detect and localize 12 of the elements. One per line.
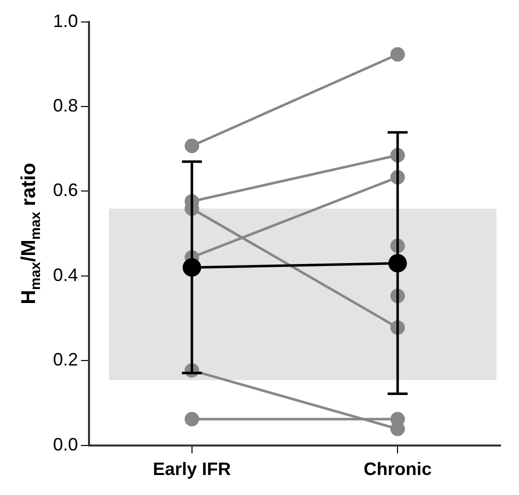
y-axis-title: Hmax/Mmax ratio [18,162,43,304]
y-tick-label: 0.2 [52,350,78,370]
point [184,412,200,426]
point [390,47,405,62]
y-tick-label: 0.6 [52,180,78,200]
y-tick-label: 0.0 [52,434,78,454]
y-tick-label: 0.4 [52,264,78,285]
point [184,138,200,154]
x-tick-label: Early IFR [152,459,231,480]
y-tick-label: 1.0 [52,10,78,31]
y-tick-label: 0.8 [52,95,78,116]
x-tick-label: Chronic [364,459,432,480]
